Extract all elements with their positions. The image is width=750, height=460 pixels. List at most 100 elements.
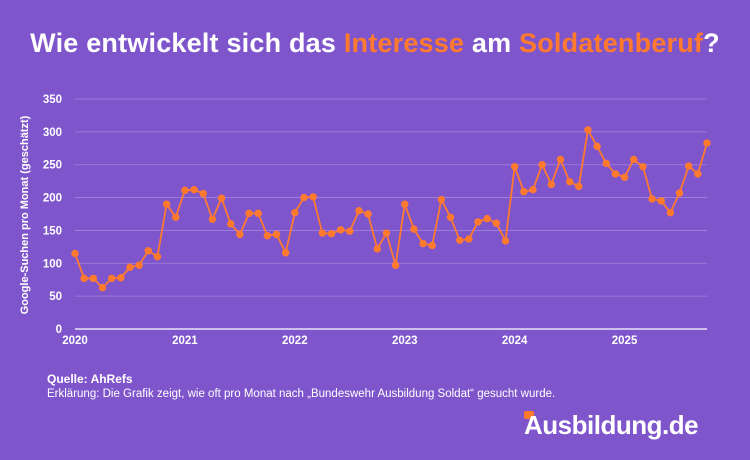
- source-label: Quelle: AhRefs: [47, 372, 133, 386]
- y-axis-ticks: 0 50 100 150 200 250 300 350: [43, 94, 62, 336]
- title-highlight-interesse: Interesse: [343, 28, 465, 58]
- data-point: [346, 227, 354, 235]
- data-point: [318, 229, 326, 237]
- y-tick-label: 350: [43, 94, 62, 106]
- data-point: [80, 274, 88, 283]
- title-part-3: ?: [703, 28, 720, 58]
- data-point: [611, 170, 620, 178]
- data-point: [694, 170, 702, 178]
- data-point: [684, 162, 693, 170]
- y-tick-label: 300: [43, 127, 62, 139]
- data-point: [291, 208, 299, 217]
- y-tick-label: 200: [43, 193, 62, 205]
- data-point: [98, 283, 107, 292]
- data-points: [71, 126, 711, 292]
- data-point: [107, 274, 116, 283]
- x-tick-label: 2022: [282, 335, 308, 347]
- data-point: [199, 189, 207, 198]
- data-point: [620, 173, 629, 181]
- x-tick-label: 2024: [502, 335, 528, 347]
- data-point: [336, 226, 345, 234]
- data-point: [391, 261, 400, 269]
- y-tick-label: 100: [43, 258, 62, 270]
- data-point: [401, 200, 409, 208]
- x-tick-label: 2023: [392, 335, 418, 347]
- data-point: [355, 207, 363, 215]
- data-point: [71, 249, 79, 258]
- data-point: [703, 139, 711, 147]
- data-point: [602, 159, 610, 168]
- data-point: [373, 245, 381, 253]
- title-highlight-soldatenberuf: Soldatenberuf: [519, 28, 704, 58]
- data-point: [492, 219, 501, 227]
- data-point: [501, 237, 510, 245]
- data-point: [144, 247, 152, 255]
- x-tick-label: 2025: [612, 335, 638, 347]
- data-point: [227, 220, 235, 228]
- y-tick-label: 50: [49, 291, 62, 303]
- data-point: [410, 225, 418, 233]
- x-tick-label: 2021: [172, 335, 198, 347]
- data-point: [446, 213, 455, 221]
- data-point: [630, 155, 638, 164]
- data-point: [575, 182, 583, 191]
- y-tick-label: 150: [43, 225, 62, 237]
- x-tick-label: 2020: [62, 335, 88, 347]
- data-point: [263, 231, 272, 240]
- data-point: [327, 230, 336, 238]
- data-point: [162, 200, 171, 208]
- data-point: [565, 178, 574, 186]
- data-point: [483, 214, 491, 223]
- data-point: [510, 162, 519, 171]
- chart-gridlines: [75, 98, 707, 330]
- data-point: [300, 193, 308, 202]
- brand-logo: Ausbildung.de: [524, 410, 699, 440]
- data-point: [538, 161, 546, 169]
- data-point: [89, 274, 98, 283]
- data-point: [520, 187, 528, 196]
- data-point: [529, 185, 537, 194]
- brand-mark-icon: [524, 411, 534, 419]
- data-point: [556, 155, 565, 164]
- data-point: [639, 162, 647, 171]
- data-point: [382, 229, 391, 237]
- data-point: [666, 208, 675, 217]
- data-point: [217, 194, 226, 202]
- data-point: [456, 236, 464, 244]
- data-point: [309, 193, 317, 201]
- data-point: [657, 197, 665, 205]
- data-point: [208, 215, 217, 223]
- data-point: [126, 263, 134, 271]
- data-point: [364, 210, 372, 218]
- data-point: [547, 180, 555, 189]
- y-tick-label: 0: [56, 324, 62, 336]
- data-point: [181, 186, 189, 195]
- data-point: [254, 209, 262, 218]
- data-point: [117, 274, 125, 282]
- page-title: Wie entwickelt sich das Interesse am Sol…: [0, 28, 750, 59]
- data-point: [135, 261, 143, 269]
- data-point: [465, 235, 473, 243]
- data-point: [474, 218, 482, 226]
- data-point: [428, 241, 436, 250]
- data-point: [584, 126, 592, 134]
- data-point: [675, 189, 684, 197]
- data-point: [437, 195, 446, 204]
- data-point: [419, 239, 427, 248]
- data-point: [648, 195, 656, 203]
- x-axis-ticks: 2020 2021 2022 2023 2024 2025: [62, 335, 638, 347]
- data-point: [172, 213, 180, 221]
- title-part-2: am: [464, 28, 520, 58]
- series-line: [74, 127, 708, 289]
- data-point: [272, 230, 281, 239]
- data-point: [593, 142, 601, 151]
- data-point: [190, 185, 198, 194]
- data-point: [153, 253, 162, 261]
- data-point: [245, 209, 253, 218]
- data-point: [236, 230, 244, 239]
- y-tick-label: 250: [43, 160, 62, 172]
- data-point: [281, 249, 290, 257]
- title-part-1: Wie entwickelt sich das: [30, 28, 344, 58]
- explanation-text: Erklärung: Die Grafik zeigt, wie oft pro…: [47, 388, 556, 400]
